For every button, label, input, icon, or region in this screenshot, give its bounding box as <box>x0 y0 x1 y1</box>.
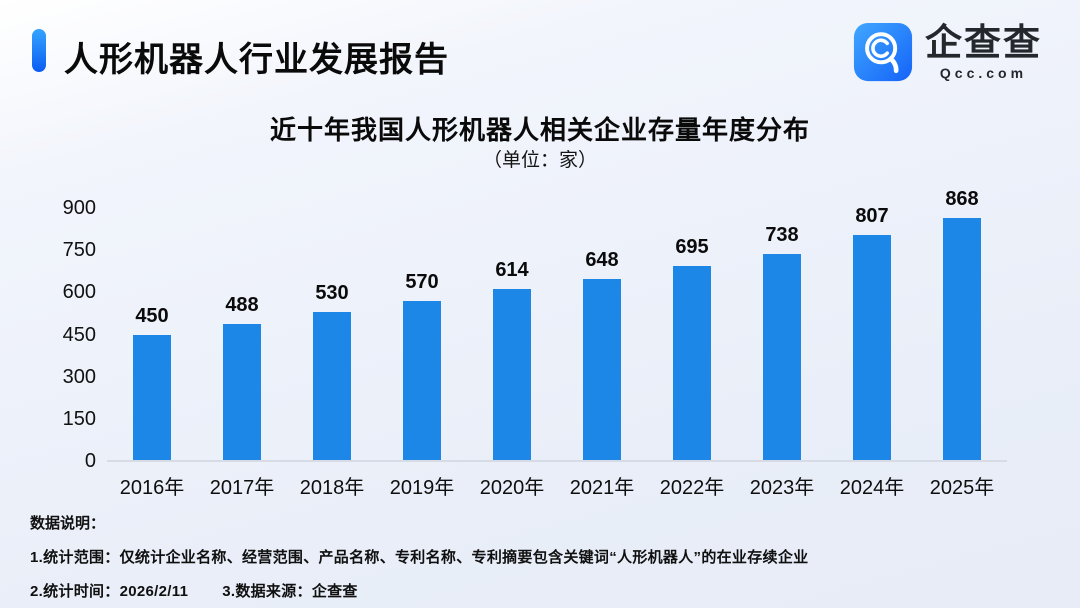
x-axis-label: 2018年 <box>299 477 365 499</box>
bar-slot: 738 <box>737 209 827 460</box>
qcc-logo: 企查查 Qcc.com <box>853 22 1042 82</box>
x-axis-label: 2025年 <box>929 477 995 499</box>
bar-value-label: 695 <box>675 236 709 259</box>
chart-unit-label: （单位：家） <box>482 150 597 171</box>
bar-slot: 695 <box>647 209 737 460</box>
logo-text: 企查查 Qcc.com <box>925 22 1042 81</box>
bar-value-label: 614 <box>495 258 529 281</box>
data-notes: 数据说明： 1.统计范围：仅统计企业名称、经营范围、产品名称、专利名称、专利摘要… <box>30 512 1060 601</box>
y-axis-tick-label: 0 <box>84 450 96 472</box>
x-axis-label: 2023年 <box>749 477 815 499</box>
bar-value-label: 530 <box>315 282 349 305</box>
y-axis-tick-label: 450 <box>62 323 96 346</box>
x-axis-label: 2024年 <box>839 477 905 499</box>
bar-slot: 648 <box>557 209 647 460</box>
page-title: 人形机器人行业发展报告 <box>64 41 449 79</box>
bar-slot: 570 <box>377 209 467 460</box>
y-axis-tick-label: 600 <box>62 281 96 304</box>
bar-value-label: 868 <box>945 187 979 210</box>
title-accent-bar <box>32 29 46 72</box>
plot-area: 450 488 530 570 614 648 695 738 807 868 <box>107 188 1007 462</box>
x-axis-label: 2020年 <box>479 477 545 499</box>
qcc-magnifier-icon <box>853 22 913 82</box>
note-source: 3.数据来源：企查查 <box>222 583 358 600</box>
bar <box>493 288 531 460</box>
bar-value-label: 648 <box>585 249 619 272</box>
bar <box>403 301 441 460</box>
bar <box>673 266 711 460</box>
bar-value-label: 450 <box>135 304 169 327</box>
note-time: 2.统计时间：2026/2/11 <box>30 583 189 600</box>
bar-slot: 868 <box>917 188 1007 460</box>
bar <box>763 254 801 460</box>
x-axis-label: 2017年 <box>209 477 275 499</box>
bar-chart: 450 488 530 570 614 648 695 738 807 868 2016年 2017… <box>107 188 1007 500</box>
x-axis-label: 2016年 <box>119 477 185 499</box>
bar <box>943 217 981 460</box>
bar-slot: 530 <box>287 209 377 460</box>
bar-value-label: 807 <box>855 204 889 227</box>
bar-value-label: 488 <box>225 293 259 316</box>
bar-slot: 807 <box>827 205 917 460</box>
x-axis-label: 2022年 <box>659 477 725 499</box>
y-axis-tick-label: 900 <box>62 197 96 219</box>
bar-slot: 450 <box>107 209 197 460</box>
chart-title: 近十年我国人形机器人相关企业存量年度分布 <box>269 115 810 145</box>
bar-slot: 488 <box>197 209 287 460</box>
bar <box>313 312 351 460</box>
bar-value-label: 570 <box>405 271 439 294</box>
bar <box>853 234 891 460</box>
bar <box>133 334 171 460</box>
y-axis-tick-label: 750 <box>62 239 96 262</box>
bar-slot: 614 <box>467 209 557 460</box>
y-axis: 0 150 300 450 600 750 900 <box>0 197 96 472</box>
x-axis-label: 2019年 <box>389 477 455 499</box>
x-axis-labels: 2016年 2017年 2018年 2019年 2020年 2021年 2022年 2023年… <box>107 462 1007 500</box>
y-axis-tick-label: 300 <box>62 365 96 388</box>
bar <box>223 323 261 460</box>
x-axis-label: 2021年 <box>569 477 635 499</box>
note-time-source: 2.统计时间：2026/2/11 3.数据来源：企查查 <box>30 580 1060 601</box>
logo-brand-name: 企查查 <box>925 22 1042 64</box>
notes-heading: 数据说明： <box>30 515 106 532</box>
y-axis-tick-label: 150 <box>62 407 96 430</box>
note-scope: 1.统计范围：仅统计企业名称、经营范围、产品名称、专利名称、专利摘要包含关键词“… <box>30 549 809 566</box>
logo-domain: Qcc.com <box>939 64 1028 81</box>
bar <box>583 279 621 460</box>
bar-value-label: 738 <box>765 224 799 247</box>
